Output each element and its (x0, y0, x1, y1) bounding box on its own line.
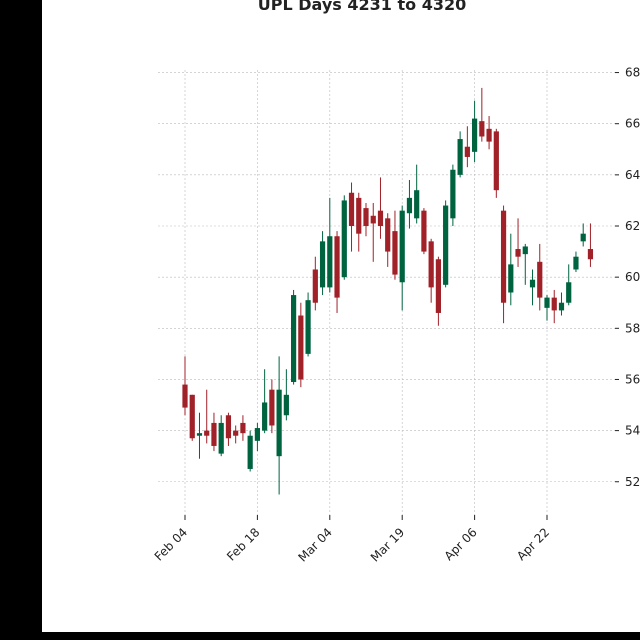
candle-body (312, 269, 318, 303)
candle-body (225, 415, 232, 439)
candle-body (580, 233, 586, 242)
candle-body (247, 435, 253, 469)
candle-body (529, 279, 536, 288)
candle-body (508, 264, 514, 293)
chart-frame: UPL Days 4231 to 4320 52 54 56 58 60 62 64 66 68… (42, 0, 640, 632)
candle-body (341, 200, 347, 278)
candle-body (464, 146, 470, 157)
candle-body (566, 282, 572, 303)
candle-body (211, 422, 217, 446)
candle-body (319, 241, 326, 288)
y-tick-label: 68 (625, 66, 640, 80)
candle-body (363, 208, 369, 227)
candle-body (515, 249, 521, 257)
candle-body (428, 241, 434, 288)
candle-body (385, 218, 391, 252)
y-tick-label: 52 (625, 475, 640, 489)
y-tick-label: 66 (625, 117, 640, 131)
candle-body (254, 428, 260, 441)
candle-body (450, 169, 456, 219)
candle-body (399, 210, 405, 283)
candle-body (493, 131, 499, 191)
candle-body (435, 259, 441, 313)
candle-body (196, 433, 203, 436)
candle-body (305, 300, 311, 354)
candle-body (457, 139, 463, 175)
candle-body (356, 197, 362, 234)
candle-body (370, 215, 376, 224)
candle-body (334, 236, 340, 298)
x-tick-label: Apr 22 (514, 525, 552, 563)
candle-body (587, 249, 594, 260)
y-tick-label: 62 (625, 219, 640, 233)
candle-body (537, 261, 543, 298)
x-tick-label: Apr 06 (442, 525, 480, 563)
candle-body (348, 192, 355, 227)
candle-body (233, 430, 239, 436)
candle-body (189, 394, 195, 439)
candle-body (283, 394, 289, 416)
y-tick-label: 64 (625, 168, 640, 182)
candle-body (327, 236, 333, 288)
candle-body (558, 302, 565, 311)
candle-body (269, 389, 275, 426)
x-tick-label: Mar 04 (296, 525, 335, 564)
y-tick-label: 58 (625, 321, 640, 335)
candle-body (544, 297, 550, 308)
candle-body (262, 402, 268, 431)
candle-body (421, 210, 427, 252)
candle-body (204, 430, 210, 436)
candle-body (298, 315, 304, 380)
y-tick-label: 56 (625, 372, 640, 386)
y-tick-label: 54 (625, 424, 640, 438)
candle-body (182, 384, 188, 408)
candle-body (218, 422, 224, 454)
candle-body (392, 231, 398, 275)
candle-body (443, 205, 449, 285)
candle-body (414, 190, 420, 219)
candle-body (240, 422, 246, 434)
candle-body (472, 118, 478, 152)
candle-body (406, 197, 413, 214)
chart-title: UPL Days 4231 to 4320 (258, 0, 466, 14)
candle-body (291, 295, 297, 383)
y-tick-label: 60 (625, 270, 640, 284)
candle-body (500, 210, 507, 303)
candle-body (276, 389, 282, 457)
chart: UPL Days 4231 to 4320 52 54 56 58 60 62 64 66 68… (152, 0, 640, 565)
candle-body (479, 121, 485, 137)
x-tick-label: Mar 19 (368, 525, 407, 564)
candle-body (551, 297, 557, 311)
candle-body (486, 128, 492, 142)
x-tick-label: Feb 18 (224, 525, 262, 563)
candle-body (522, 246, 528, 255)
x-tick-label: Feb 04 (152, 525, 190, 563)
candle-body (573, 256, 579, 270)
candle-body (377, 210, 384, 227)
